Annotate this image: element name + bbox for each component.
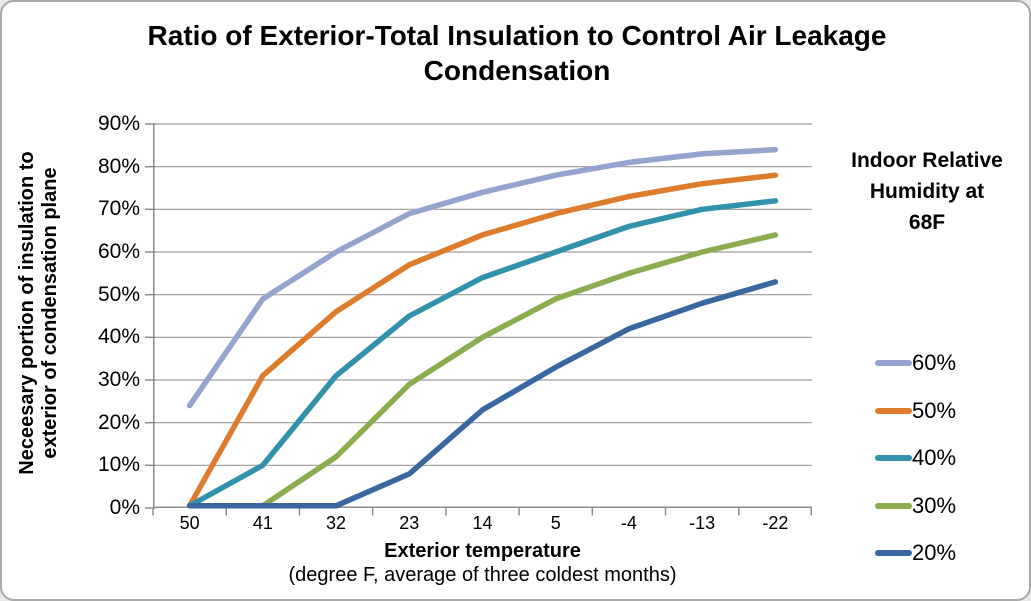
legend: Indoor Relative Humidity at 68F 60% 50% 40… [828, 145, 1026, 565]
x-tick-label: -4 [620, 513, 637, 533]
legend-label: 60% [912, 350, 957, 375]
x-tick-label: 14 [472, 513, 493, 533]
series-line-50pct [186, 172, 779, 509]
legend-swatch-40pct [875, 455, 912, 461]
legend-swatch-50pct [875, 407, 912, 414]
x-tick-label: 5 [550, 513, 561, 533]
y-tick-label: 0% [109, 496, 140, 519]
legend-label: 50% [912, 397, 957, 423]
legend-label: 20% [912, 540, 957, 565]
series-line-30pct [186, 232, 779, 509]
y-tick-label: 40% [97, 325, 140, 349]
y-tick-label: 10% [97, 453, 140, 477]
x-axis-subtitle: (degree F, average of three coldest mont… [288, 564, 677, 586]
y-axis-title-line1: Neceesary portion of insulation to [16, 151, 38, 475]
legend-item-20pct: 20% [875, 539, 956, 567]
y-tick-label: 90% [97, 112, 140, 135]
y-tick-label: 80% [97, 154, 140, 178]
legend-label: 40% [912, 445, 957, 470]
legend-item-30pct: 30% [875, 492, 956, 520]
chart-title: Ratio of Exterior-Total Insulation to Co… [147, 20, 887, 86]
x-tick-label: 50 [179, 513, 200, 533]
series-line-40pct [186, 198, 779, 509]
x-tick-label: -22 [762, 513, 789, 533]
series-line-20pct [186, 279, 779, 509]
y-axis-title: Neceesary portion of insulation to exter… [16, 73, 64, 553]
legend-swatch-30pct [875, 502, 912, 509]
y-tick-label: 60% [97, 240, 140, 263]
legend-swatch-20pct [875, 550, 912, 556]
y-tick-label: 20% [97, 410, 140, 434]
x-tick-label: 23 [399, 513, 420, 533]
plot-area [145, 123, 812, 516]
y-tick-label: 70% [97, 197, 140, 221]
y-axis-title-line2: exterior of condensation plane [39, 167, 61, 459]
legend-title: Indoor Relative Humidity at 68F [828, 145, 1026, 238]
series-line-60pct [186, 146, 779, 409]
y-tick-label: 50% [97, 282, 140, 306]
legend-title-line3: 68F [908, 211, 946, 234]
legend-title-line1: Indoor Relative [851, 149, 1003, 172]
legend-item-40pct: 40% [875, 444, 956, 472]
legend-title-line2: Humidity at [869, 180, 985, 203]
x-axis-title: Exterior temperature [384, 540, 581, 562]
x-tick-label: 41 [252, 513, 273, 533]
legend-item-60pct: 60% [875, 349, 956, 377]
x-tick-label: -13 [689, 513, 716, 533]
legend-label: 30% [912, 492, 957, 518]
legend-swatch-60pct [875, 360, 912, 366]
y-tick-label: 30% [97, 368, 140, 391]
legend-item-50pct: 50% [875, 397, 956, 425]
x-tick-label: 32 [326, 513, 347, 533]
